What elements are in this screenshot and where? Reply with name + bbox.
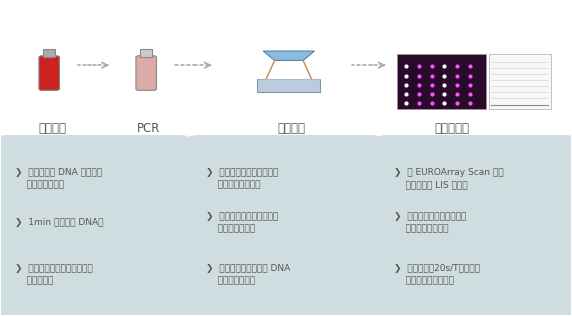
- FancyBboxPatch shape: [136, 56, 157, 90]
- FancyBboxPatch shape: [140, 50, 153, 57]
- Text: ❯  试剂盒自带 DNA 提取液，
    无需额外购买。: ❯ 试剂盒自带 DNA 提取液， 无需额外购买。: [15, 168, 102, 189]
- Text: PCR: PCR: [137, 122, 161, 135]
- FancyBboxPatch shape: [257, 79, 320, 92]
- Text: ❯  试剂含阴性质控，结合载片
    阳性质控。: ❯ 试剂含阴性质控，结合载片 阳性质控。: [15, 264, 93, 285]
- Polygon shape: [263, 51, 315, 60]
- Text: ❯  芯片扫描（20s/T），全自
    动判读与报告输出。: ❯ 芯片扫描（20s/T），全自 动判读与报告输出。: [395, 264, 480, 285]
- FancyBboxPatch shape: [398, 54, 486, 109]
- Text: ❯  采用欧蒙专利滴定平板技
    术，稳定，准确。: ❯ 采用欧蒙专利滴定平板技 术，稳定，准确。: [206, 168, 279, 189]
- Text: 全自动判读: 全自动判读: [434, 122, 469, 135]
- Text: 样本准备: 样本准备: [38, 122, 66, 135]
- Text: ❯  输出批量检测结果、单个
    样本的图文检测。: ❯ 输出批量检测结果、单个 样本的图文检测。: [395, 212, 467, 234]
- Text: ❯  载片集成多重质控，监测
    整个实验过程。: ❯ 载片集成多重质控，监测 整个实验过程。: [206, 212, 279, 234]
- FancyBboxPatch shape: [376, 135, 572, 316]
- FancyBboxPatch shape: [488, 54, 551, 109]
- Text: ❯  1min 提取样本 DNA。: ❯ 1min 提取样本 DNA。: [15, 218, 104, 228]
- FancyBboxPatch shape: [39, 56, 59, 90]
- Text: ❯  可同时对数十种不同 DNA
    序列进行检测。: ❯ 可同时对数十种不同 DNA 序列进行检测。: [206, 264, 291, 285]
- Text: 芯片杂交: 芯片杂交: [278, 122, 305, 135]
- FancyBboxPatch shape: [43, 50, 55, 57]
- FancyBboxPatch shape: [0, 135, 190, 316]
- FancyBboxPatch shape: [187, 135, 382, 316]
- Text: ❯  含 EUROArray Scan 判断
    软件，兼容 LIS 系统。: ❯ 含 EUROArray Scan 判断 软件，兼容 LIS 系统。: [395, 168, 504, 189]
